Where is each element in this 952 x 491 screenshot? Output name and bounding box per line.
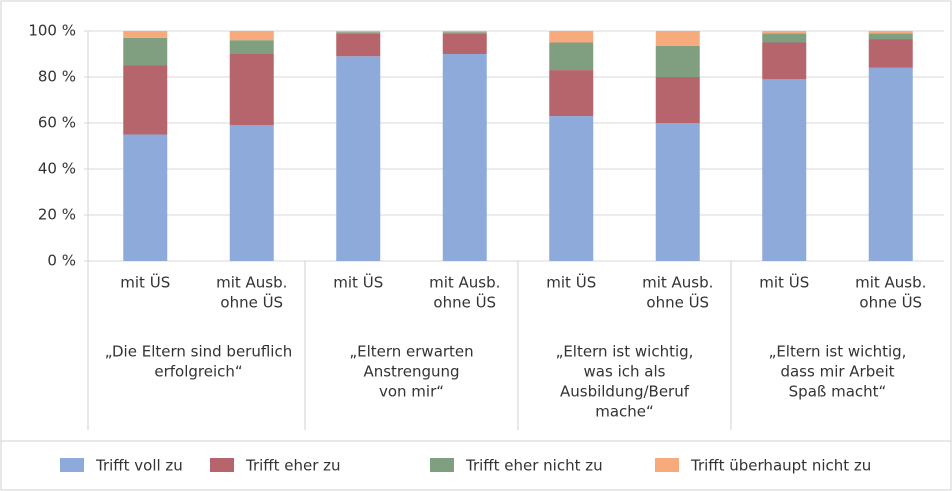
bar-segment bbox=[549, 42, 594, 71]
x-tick-label: mit Ausb. bbox=[216, 274, 287, 292]
bar-segment bbox=[762, 42, 807, 80]
bar-segment bbox=[123, 134, 168, 261]
y-tick-label: 0 % bbox=[47, 252, 76, 270]
bar-segment bbox=[868, 39, 913, 68]
bar-segment bbox=[336, 31, 381, 33]
bar-segment bbox=[442, 54, 487, 261]
group-label: was ich als bbox=[584, 363, 666, 381]
group-label: „Eltern ist wichtig, bbox=[556, 343, 694, 361]
bar-segment bbox=[655, 123, 700, 261]
bar-segment bbox=[336, 33, 381, 57]
group-label: mache“ bbox=[595, 403, 654, 421]
bar-segment bbox=[123, 37, 168, 66]
bar-segment bbox=[762, 31, 807, 34]
x-tick-label: mit Ausb. bbox=[642, 274, 713, 292]
bar-segment bbox=[655, 31, 700, 46]
legend-label: Trifft voll zu bbox=[95, 457, 183, 475]
legend-swatch bbox=[430, 458, 454, 472]
x-tick-label: ohne ÜS bbox=[859, 293, 922, 312]
x-tick-label: ohne ÜS bbox=[433, 293, 496, 312]
group-label: „Die Eltern sind beruflich bbox=[105, 343, 292, 361]
bar-segment bbox=[655, 77, 700, 123]
bar-segment bbox=[229, 31, 274, 41]
group-label: „Eltern erwarten bbox=[349, 343, 473, 361]
y-tick-label: 60 % bbox=[38, 114, 76, 132]
x-tick-label: mit ÜS bbox=[120, 273, 170, 292]
bar-segment bbox=[762, 33, 807, 43]
bar-segment bbox=[442, 33, 487, 54]
x-tick-label: ohne ÜS bbox=[220, 293, 283, 312]
bar-segment bbox=[229, 125, 274, 261]
bar-segment bbox=[442, 32, 487, 34]
group-label: erfolgreich“ bbox=[154, 363, 242, 381]
group-label: von mir“ bbox=[379, 383, 444, 401]
bar-segment bbox=[549, 31, 594, 43]
group-label: „Eltern ist wichtig, bbox=[769, 343, 907, 361]
bar-segment bbox=[442, 31, 487, 33]
group-label: Spaß macht“ bbox=[789, 383, 887, 401]
legend-label: Trifft eher nicht zu bbox=[465, 457, 603, 475]
legend-swatch bbox=[60, 458, 84, 472]
legend-label: Trifft eher zu bbox=[245, 457, 341, 475]
bar-segment bbox=[123, 65, 168, 135]
legend-swatch bbox=[210, 458, 234, 472]
y-tick-label: 40 % bbox=[38, 160, 76, 178]
bar-segment bbox=[655, 45, 700, 77]
y-tick-label: 80 % bbox=[38, 68, 76, 86]
bar-segment bbox=[229, 40, 274, 54]
y-tick-label: 100 % bbox=[28, 22, 76, 40]
bar-segment bbox=[229, 54, 274, 126]
bar-segment bbox=[868, 67, 913, 261]
bar-segment bbox=[868, 31, 913, 34]
group-label: Anstrengung bbox=[363, 363, 459, 381]
group-label: dass mir Arbeit bbox=[780, 363, 894, 381]
bar-segment bbox=[549, 116, 594, 261]
y-tick-label: 20 % bbox=[38, 206, 76, 224]
legend-swatch bbox=[655, 458, 679, 472]
group-label: Ausbildung/Beruf bbox=[560, 383, 690, 401]
bar-segment bbox=[868, 33, 913, 40]
bar-segment bbox=[549, 70, 594, 117]
x-tick-label: mit ÜS bbox=[546, 273, 596, 292]
bar-segment bbox=[762, 79, 807, 261]
bar-segment bbox=[336, 56, 381, 261]
bar-segment bbox=[123, 31, 168, 38]
x-tick-label: mit ÜS bbox=[759, 273, 809, 292]
bar-segment bbox=[336, 32, 381, 34]
x-tick-label: mit Ausb. bbox=[855, 274, 926, 292]
x-tick-label: mit ÜS bbox=[333, 273, 383, 292]
x-tick-label: ohne ÜS bbox=[646, 293, 709, 312]
x-tick-label: mit Ausb. bbox=[429, 274, 500, 292]
legend-label: Trifft überhaupt nicht zu bbox=[690, 457, 871, 475]
